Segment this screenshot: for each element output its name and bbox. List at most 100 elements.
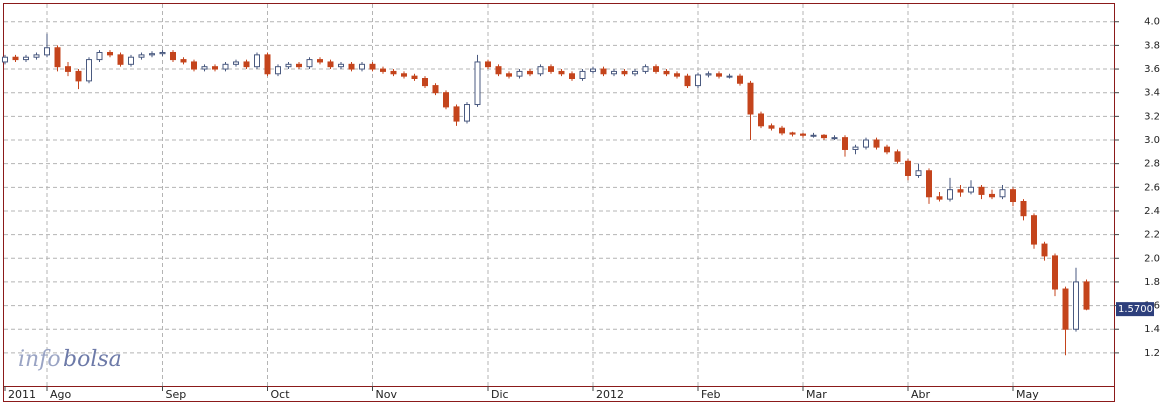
y-tick-label: 4.0: [1144, 17, 1160, 28]
candle-body: [884, 146, 890, 153]
candle-body: [422, 78, 428, 87]
candle-body: [978, 186, 985, 195]
x-tick-label: Mar: [806, 388, 827, 401]
candle-body: [128, 56, 134, 65]
candle-body: [264, 54, 271, 75]
candle-body: [191, 61, 197, 70]
x-tick-label: Nov: [376, 388, 398, 401]
candle-body: [621, 70, 628, 75]
candle-body: [653, 66, 659, 72]
candle-body: [75, 70, 82, 82]
candle-body: [548, 66, 554, 72]
candle-body: [474, 61, 481, 106]
x-axis-strip: [3, 386, 1115, 402]
candle-body: [737, 75, 743, 84]
candle-body: [611, 70, 617, 75]
y-tick-label: 2.6: [1144, 182, 1160, 193]
candle-body: [747, 82, 754, 115]
candle-body: [453, 106, 460, 122]
candle-body: [159, 51, 166, 55]
candle-body: [443, 92, 449, 108]
candle-body: [180, 59, 187, 63]
x-tick-label: Oct: [271, 388, 291, 401]
candle-body: [905, 160, 911, 176]
candle-body: [726, 75, 733, 78]
candle-body: [23, 56, 29, 61]
candle-body: [338, 63, 344, 68]
x-tick-label: Ago: [50, 388, 72, 401]
candle-body: [1062, 288, 1069, 330]
candle-body: [632, 70, 638, 75]
candle-body: [936, 196, 943, 200]
candle-body: [1010, 189, 1016, 203]
last-price-label: 1.5700: [1118, 304, 1153, 315]
x-tick-label: 2011: [8, 388, 36, 401]
candle-body: [201, 66, 208, 70]
candle-body: [779, 127, 785, 134]
candle-body: [863, 139, 869, 148]
candle-body: [716, 73, 722, 77]
candle-body: [1052, 255, 1058, 290]
candle-body: [957, 189, 964, 193]
candle-body: [117, 54, 124, 65]
candle-body: [233, 61, 239, 65]
candle-body: [1073, 281, 1079, 330]
x-tick-label: Feb: [701, 388, 720, 401]
candle-body: [999, 189, 1006, 198]
candle-body: [506, 73, 512, 77]
candle-body: [915, 170, 922, 176]
candle-body: [33, 54, 40, 58]
candle-body: [1041, 243, 1048, 257]
candle-body: [485, 61, 491, 68]
candle-body: [464, 104, 470, 122]
y-tick-label: 2.8: [1144, 159, 1160, 170]
candle-body: [12, 56, 19, 61]
watermark: info bolsa: [18, 347, 122, 372]
candle-body: [348, 63, 355, 70]
y-tick-label: 3.0: [1144, 135, 1160, 146]
x-tick-label: Sep: [166, 388, 187, 401]
watermark-info: info: [18, 347, 61, 372]
y-tick-label: 1.2: [1144, 348, 1160, 359]
candle-body: [800, 133, 806, 136]
candle-body: [317, 59, 323, 63]
candle-body: [600, 68, 607, 75]
candle-body: [968, 186, 974, 193]
candle-body: [138, 54, 145, 58]
y-tick-label: 2.2: [1144, 230, 1160, 241]
candle-body: [149, 53, 155, 56]
candle-body: [590, 68, 596, 72]
candle-body: [674, 73, 680, 77]
candle-body: [947, 189, 953, 200]
candle-body: [831, 137, 838, 140]
candle-body: [894, 151, 901, 162]
candle-body: [285, 63, 292, 68]
candle-body: [212, 66, 218, 70]
candle-body: [254, 54, 260, 68]
candle-body: [537, 66, 544, 75]
candle-body: [390, 70, 397, 75]
candle-body: [873, 139, 880, 148]
candle-body: [695, 74, 701, 87]
candle-body: [663, 70, 670, 75]
candle-body: [1020, 201, 1027, 217]
candle-body: [821, 134, 827, 139]
candle-body: [54, 47, 61, 68]
candle-body: [495, 66, 502, 75]
candle-body: [306, 59, 313, 68]
candle-body: [558, 70, 565, 75]
y-tick-label: 2.0: [1144, 253, 1160, 264]
x-tick-label: Dic: [491, 388, 509, 401]
candle-body: [243, 61, 250, 68]
candle-body: [1083, 281, 1090, 310]
candle-body: [432, 85, 439, 94]
y-tick-label: 3.4: [1144, 88, 1160, 99]
y-tick-label: 1.4: [1144, 324, 1160, 335]
candle-body: [2, 56, 8, 63]
candle-body: [401, 73, 407, 77]
candle-body: [296, 63, 302, 68]
candle-body: [989, 193, 995, 198]
candle-body: [222, 63, 229, 70]
candle-body: [275, 66, 281, 75]
